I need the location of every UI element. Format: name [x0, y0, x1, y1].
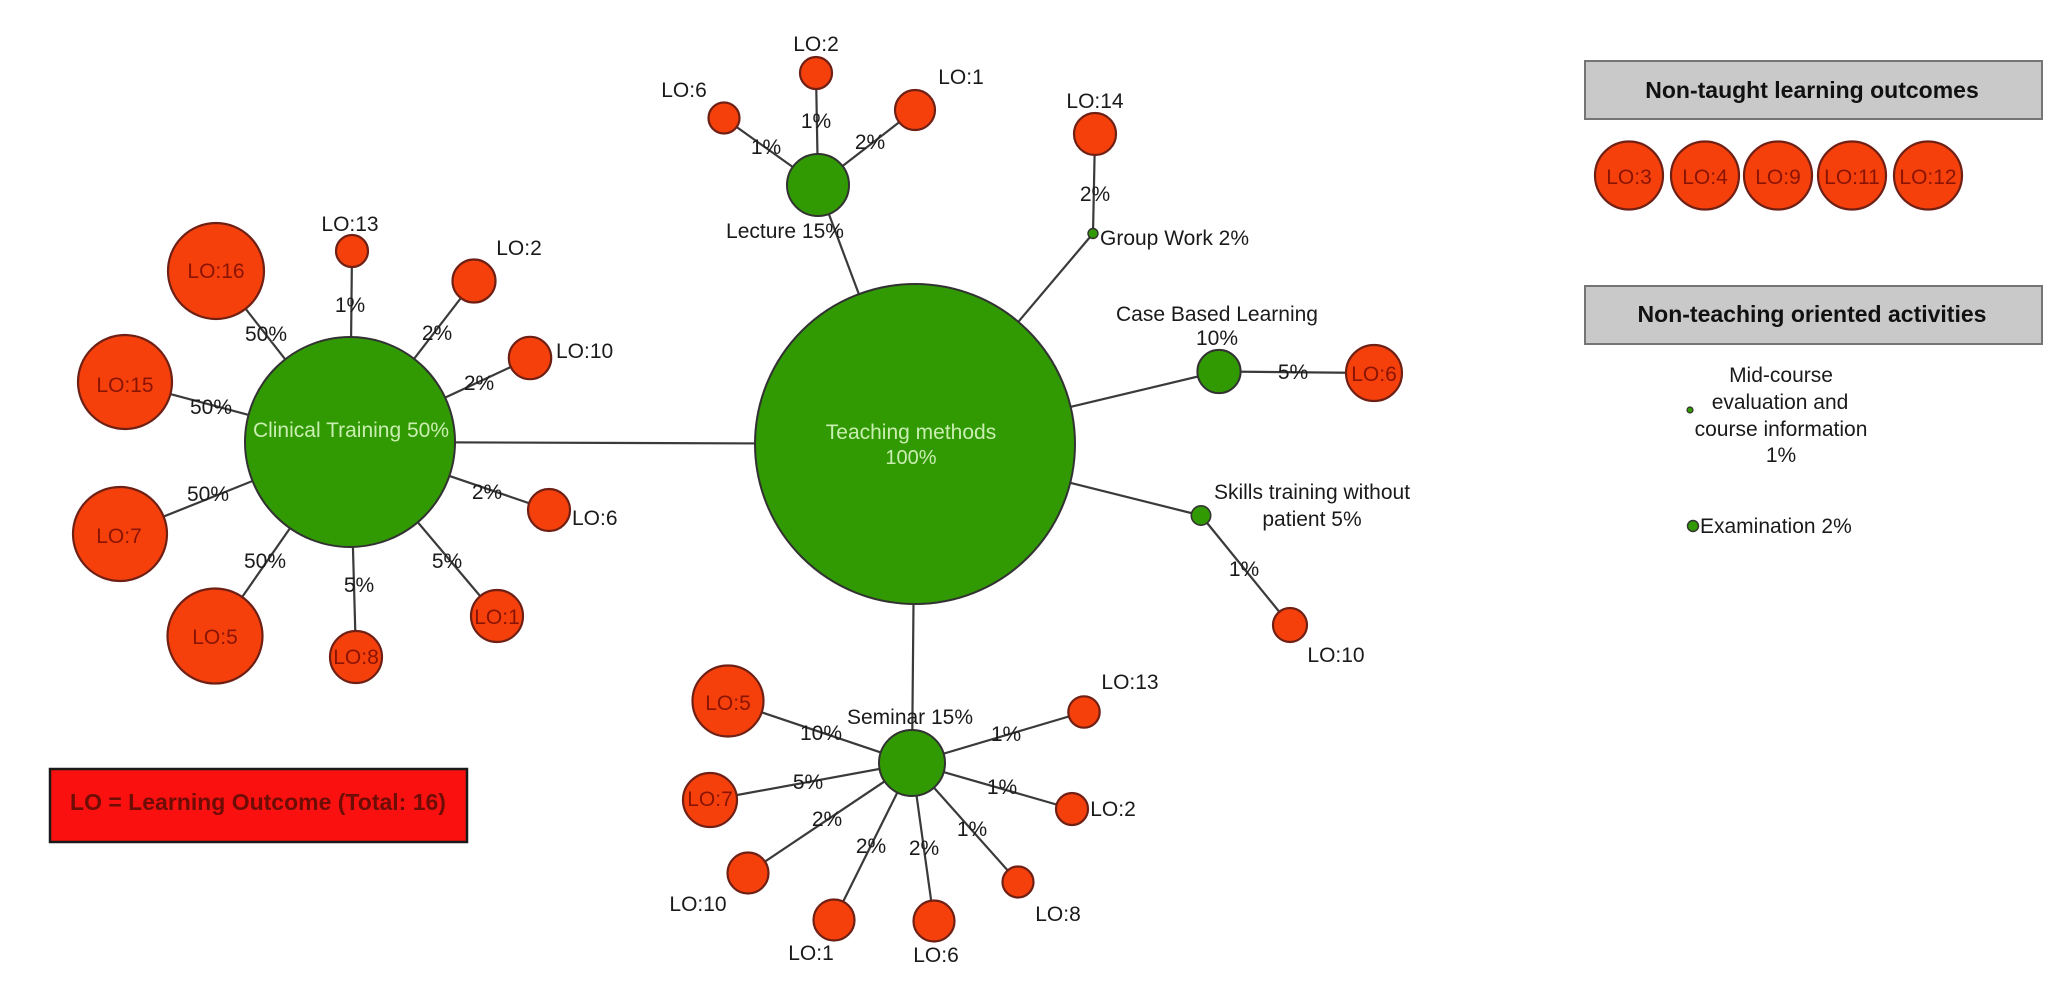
svg-text:LO:4: LO:4 [1682, 166, 1728, 189]
svg-text:LO:1: LO:1 [788, 942, 834, 965]
svg-text:LO:8: LO:8 [1035, 903, 1081, 926]
svg-text:Non-teaching oriented activiti: Non-teaching oriented activities [1638, 301, 1987, 327]
svg-text:patient 5%: patient 5% [1262, 508, 1361, 531]
svg-text:LO:13: LO:13 [1101, 671, 1158, 694]
svg-text:10%: 10% [1196, 327, 1238, 350]
svg-text:LO:11: LO:11 [1824, 166, 1880, 189]
svg-text:5%: 5% [1278, 361, 1308, 384]
svg-text:LO:10: LO:10 [556, 340, 613, 363]
svg-text:LO:3: LO:3 [1606, 166, 1652, 189]
svg-text:evaluation and: evaluation and [1712, 391, 1849, 414]
svg-text:50%: 50% [187, 483, 229, 506]
svg-text:2%: 2% [472, 481, 502, 504]
svg-text:2%: 2% [1080, 183, 1110, 206]
svg-text:course information: course information [1695, 418, 1868, 441]
svg-text:Teaching methods: Teaching methods [826, 421, 996, 444]
svg-text:2%: 2% [422, 322, 452, 345]
svg-text:LO:6: LO:6 [913, 944, 959, 967]
svg-text:Skills training without: Skills training without [1214, 481, 1410, 504]
svg-text:LO:13: LO:13 [321, 213, 378, 236]
svg-text:LO:5: LO:5 [192, 626, 238, 649]
svg-text:LO:2: LO:2 [793, 33, 839, 56]
svg-text:LO = Learning Outcome (Total:: LO = Learning Outcome (Total: 16) [70, 789, 446, 815]
svg-text:LO:7: LO:7 [96, 525, 142, 548]
svg-text:LO:2: LO:2 [1090, 798, 1136, 821]
svg-text:LO:6: LO:6 [1351, 363, 1397, 386]
svg-text:LO:10: LO:10 [669, 893, 726, 916]
svg-text:10%: 10% [800, 722, 842, 745]
svg-text:5%: 5% [432, 550, 462, 573]
svg-text:1%: 1% [987, 776, 1017, 799]
svg-text:LO:1: LO:1 [474, 606, 520, 629]
svg-text:2%: 2% [812, 808, 842, 831]
svg-text:Mid-course: Mid-course [1729, 364, 1833, 387]
svg-text:Seminar 15%: Seminar 15% [847, 706, 973, 729]
svg-text:5%: 5% [793, 771, 823, 794]
svg-text:Lecture 15%: Lecture 15% [726, 220, 844, 243]
svg-text:1%: 1% [991, 723, 1021, 746]
svg-text:1%: 1% [751, 136, 781, 159]
svg-text:Clinical Training 50%: Clinical Training 50% [253, 419, 449, 442]
svg-text:LO:9: LO:9 [1755, 166, 1801, 189]
svg-text:Case Based Learning: Case Based Learning [1116, 303, 1318, 326]
svg-text:1%: 1% [1766, 444, 1796, 467]
svg-text:50%: 50% [245, 323, 287, 346]
svg-text:Non-taught learning outcomes: Non-taught learning outcomes [1645, 77, 1979, 103]
svg-text:LO:7: LO:7 [687, 788, 733, 811]
svg-text:LO:2: LO:2 [496, 237, 542, 260]
svg-text:LO:12: LO:12 [1899, 166, 1956, 189]
svg-text:LO:16: LO:16 [187, 260, 244, 283]
svg-text:Examination 2%: Examination 2% [1700, 515, 1852, 538]
svg-text:LO:10: LO:10 [1307, 644, 1364, 667]
svg-text:5%: 5% [344, 574, 374, 597]
svg-text:2%: 2% [856, 835, 886, 858]
svg-text:Group Work 2%: Group Work 2% [1100, 227, 1249, 250]
svg-text:50%: 50% [244, 550, 286, 573]
svg-text:1%: 1% [957, 818, 987, 841]
svg-text:LO:14: LO:14 [1066, 90, 1124, 113]
svg-text:50%: 50% [190, 396, 232, 419]
svg-text:LO:6: LO:6 [661, 79, 707, 102]
svg-text:LO:8: LO:8 [333, 646, 379, 669]
svg-text:1%: 1% [801, 110, 831, 133]
svg-text:2%: 2% [909, 837, 939, 860]
svg-text:1%: 1% [335, 294, 365, 317]
svg-text:2%: 2% [464, 372, 494, 395]
svg-text:LO:1: LO:1 [938, 66, 984, 89]
svg-text:LO:15: LO:15 [96, 374, 153, 397]
svg-text:LO:5: LO:5 [705, 692, 751, 715]
svg-text:2%: 2% [855, 131, 885, 154]
svg-text:100%: 100% [885, 447, 936, 469]
svg-text:LO:6: LO:6 [572, 507, 618, 530]
svg-text:1%: 1% [1229, 558, 1259, 581]
